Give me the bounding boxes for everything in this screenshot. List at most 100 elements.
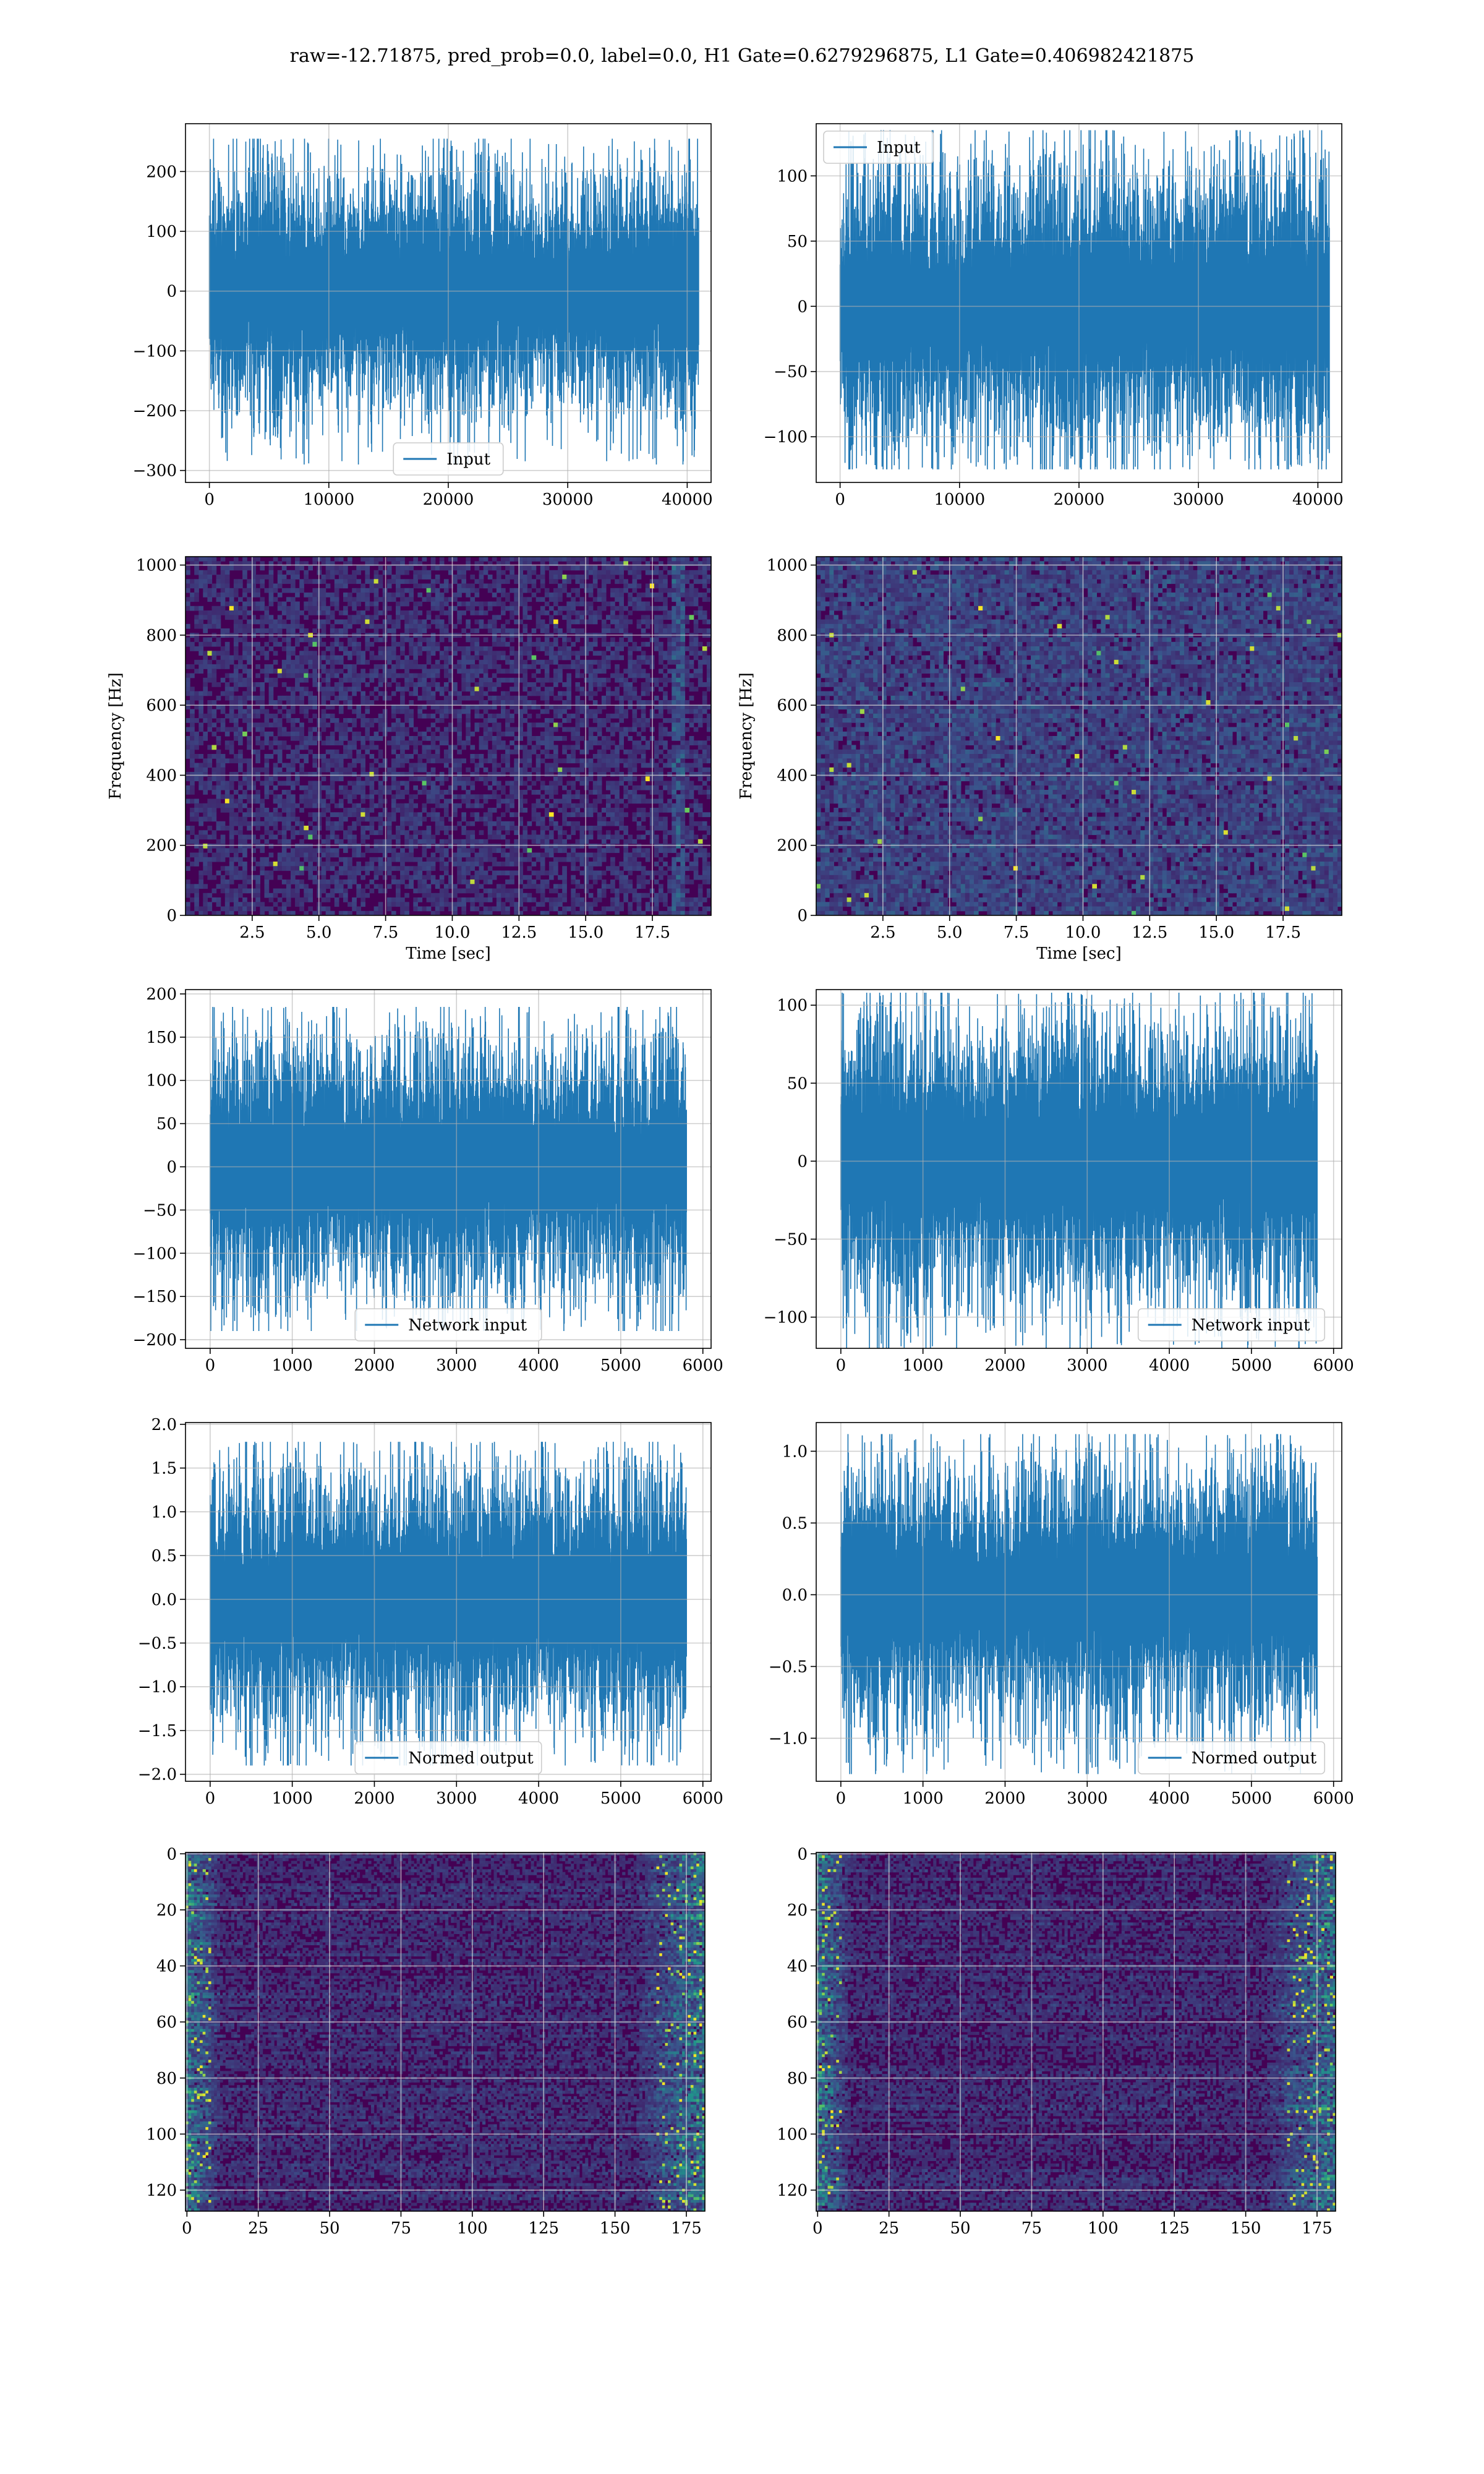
y-tick-label: 60	[787, 2013, 808, 2032]
y-tick-label: 200	[777, 837, 808, 855]
x-tick-label: 10000	[934, 490, 985, 509]
y-tick-label: 800	[146, 627, 177, 645]
y-tick-label: −0.5	[769, 1658, 808, 1676]
x-tick-label: 12.5	[501, 923, 537, 942]
y-tick-label: −1.5	[138, 1722, 177, 1740]
y-tick-label: 200	[146, 837, 177, 855]
y-tick-label: 400	[777, 766, 808, 785]
x-tick-label: 175	[671, 2219, 702, 2238]
y-tick-label: 50	[787, 233, 808, 251]
legend: Network input	[355, 1309, 542, 1341]
legend-label: Normed output	[408, 1749, 534, 1768]
y-tick-label: 0.0	[782, 1586, 808, 1604]
x-tick-label: 25	[879, 2219, 899, 2238]
figure-title: raw=-12.71875, pred_prob=0.0, label=0.0,…	[290, 45, 1195, 67]
y-tick-label: 100	[146, 223, 177, 241]
panel-h1_spectrogram: 2.5 5.0 7.5 10.0 12.5 15.0 17.5020040060080010…	[106, 557, 712, 963]
x-tick-label: 2.5	[239, 923, 265, 942]
x-tick-label: 4000	[1149, 1789, 1190, 1808]
y-tick-label: −100	[133, 342, 177, 361]
y-tick-label: −1.0	[138, 1678, 177, 1697]
y-axis-label: Frequency [Hz]	[737, 672, 756, 800]
y-tick-label: 0	[797, 1152, 808, 1171]
x-tick-label: 175	[1302, 2219, 1333, 2238]
heatmap-cells-l1_spectrogram	[816, 557, 1342, 916]
x-tick-label: 6000	[683, 1789, 723, 1808]
legend: Normed output	[1138, 1742, 1325, 1774]
y-tick-label: −50	[774, 1230, 808, 1249]
x-tick-label: 3000	[1067, 1789, 1107, 1808]
x-tick-label: 20000	[1054, 490, 1105, 509]
y-tick-label: 2.0	[151, 1416, 177, 1434]
panel-h1_input: 0 10000 20000 30000 40000−300−200−1000100200…	[133, 124, 713, 509]
x-tick-label: 12.5	[1132, 923, 1167, 942]
y-tick-label: −2.0	[138, 1766, 177, 1784]
y-tick-label: 0	[797, 1845, 808, 1864]
y-tick-label: 100	[777, 167, 808, 186]
y-tick-label: 150	[146, 1029, 177, 1047]
panel-l1_network_input: 0 1000 2000 3000 4000 5000 6000−100−50050100Ne…	[764, 990, 1354, 1375]
y-tick-label: 1.0	[782, 1442, 808, 1461]
x-tick-label: 7.5	[373, 923, 398, 942]
x-tick-label: 30000	[542, 490, 594, 509]
x-tick-label: 3000	[436, 1356, 477, 1375]
x-tick-label: 17.5	[1265, 923, 1301, 942]
y-tick-label: 0.5	[151, 1547, 177, 1565]
y-tick-label: −200	[133, 1331, 177, 1350]
legend: Network input	[1138, 1309, 1325, 1341]
heatmap-cells-h1_feature_map	[186, 1852, 706, 2212]
heatmap-cells-h1_spectrogram	[186, 557, 712, 916]
y-tick-label: 600	[146, 696, 177, 715]
y-tick-label: 1.5	[151, 1460, 177, 1478]
x-tick-label: 1000	[903, 1356, 944, 1375]
y-tick-label: 120	[777, 2181, 808, 2200]
x-tick-label: 5000	[600, 1356, 641, 1375]
figure: raw=-12.71875, pred_prob=0.0, label=0.0,…	[0, 0, 1484, 2474]
y-tick-label: −0.5	[138, 1634, 177, 1653]
x-tick-label: 125	[1159, 2219, 1190, 2238]
y-tick-label: 200	[146, 985, 177, 1004]
x-tick-label: 5000	[1231, 1356, 1272, 1375]
y-tick-label: −100	[764, 428, 808, 447]
x-tick-label: 0	[182, 2219, 192, 2238]
y-tick-label: 80	[156, 2070, 177, 2088]
x-tick-label: 40000	[662, 490, 713, 509]
y-tick-label: 1000	[136, 557, 177, 575]
y-tick-label: 20	[787, 1901, 808, 1920]
x-tick-label: 3000	[1067, 1356, 1107, 1375]
x-tick-label: 0	[812, 2219, 823, 2238]
y-tick-label: −50	[143, 1201, 177, 1220]
y-tick-label: 0	[166, 1845, 177, 1864]
y-tick-label: 100	[777, 996, 808, 1015]
y-tick-label: −100	[764, 1309, 808, 1327]
legend-label: Network input	[1192, 1316, 1310, 1335]
x-tick-label: 50	[950, 2219, 971, 2238]
x-axis-label: Time [sec]	[406, 944, 491, 963]
x-tick-label: 6000	[683, 1356, 723, 1375]
legend-label: Network input	[408, 1316, 527, 1335]
x-tick-label: 2.5	[870, 923, 895, 942]
legend-label: Input	[877, 139, 921, 157]
panel-l1_normed_output: 0 1000 2000 3000 4000 5000 6000−1.0−0.50.00.51…	[769, 1423, 1354, 1808]
y-tick-label: 200	[146, 163, 177, 181]
x-tick-label: 5.0	[937, 923, 962, 942]
x-tick-label: 0	[836, 1356, 846, 1375]
x-tick-label: 75	[1021, 2219, 1042, 2238]
x-tick-label: 20000	[423, 490, 474, 509]
x-tick-label: 25	[248, 2219, 268, 2238]
y-tick-label: 0	[797, 907, 808, 925]
x-tick-label: 150	[600, 2219, 631, 2238]
y-tick-label: 50	[787, 1074, 808, 1093]
y-tick-label: 0	[797, 297, 808, 316]
y-tick-label: 100	[146, 1072, 177, 1090]
x-tick-label: 0	[205, 1789, 216, 1808]
x-tick-label: 2000	[984, 1356, 1025, 1375]
x-tick-label: 0	[204, 490, 215, 509]
x-tick-label: 5.0	[306, 923, 331, 942]
x-tick-label: 6000	[1313, 1356, 1354, 1375]
x-tick-label: 5000	[600, 1789, 641, 1808]
x-tick-label: 100	[1088, 2219, 1119, 2238]
